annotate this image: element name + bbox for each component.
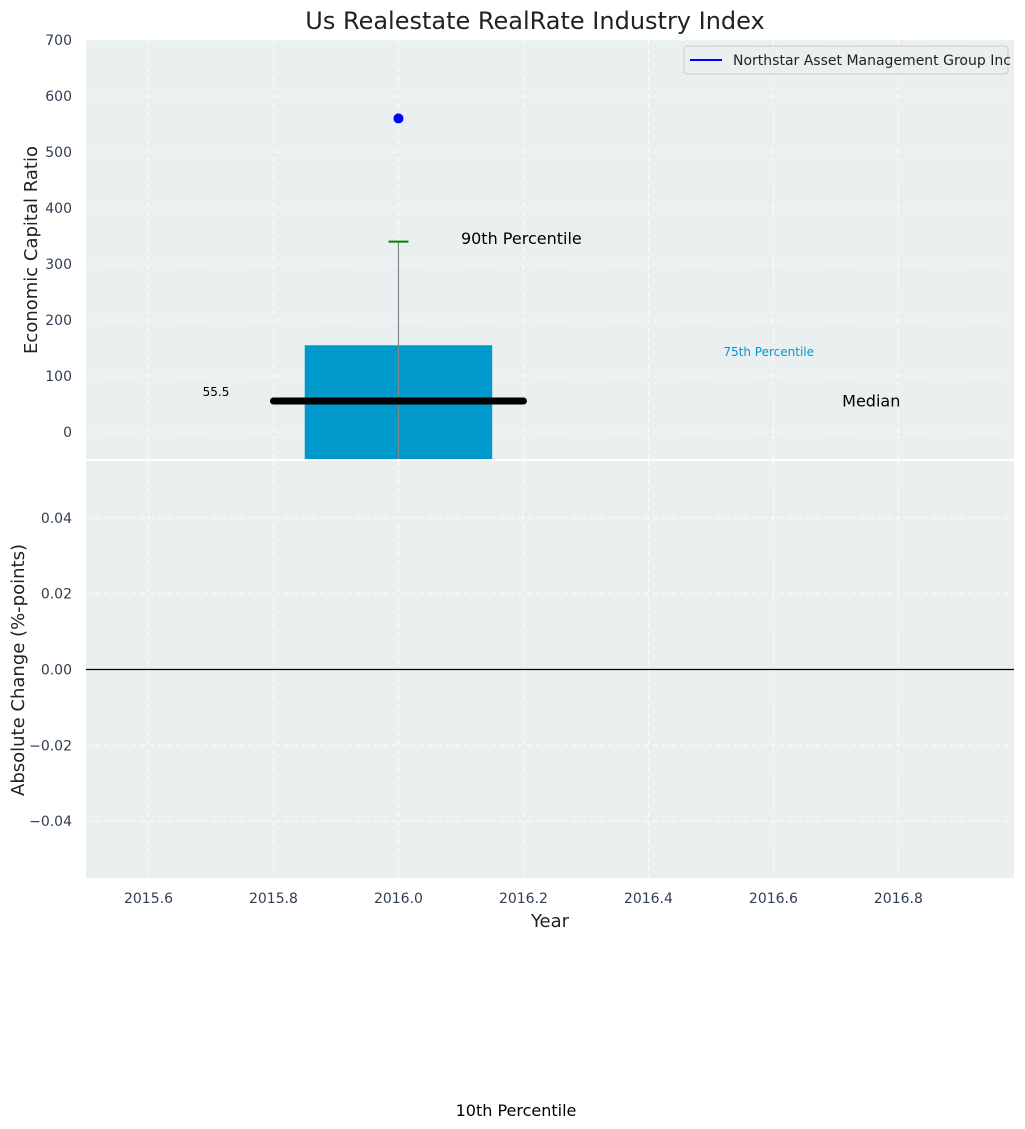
- bottom-y-tick-label: 0.02: [41, 587, 72, 603]
- annotation-label: 90th Percentile: [461, 229, 582, 248]
- x-tick-label: 2016.2: [499, 891, 548, 907]
- bottom-y-tick-label: 0.04: [41, 511, 72, 527]
- bottom-y-tick-label: −0.02: [29, 738, 72, 754]
- x-axis-ticks: 2015.6 2015.8 2016.0 2016.2 2016.4 2016.6 2016…: [124, 891, 923, 907]
- bottom-y-axis-label: Absolute Change (%-points): [8, 544, 29, 796]
- top-y-tick-label: 200: [45, 313, 72, 329]
- top-y-tick-label: 0: [63, 425, 72, 441]
- legend-box: [683, 45, 1009, 75]
- legend-entry-label: Northstar Asset Management Group Inc: [733, 53, 1011, 69]
- top-panel-grid: [86, 39, 1014, 459]
- company-point: [393, 113, 404, 124]
- x-tick-label: 2015.8: [249, 891, 298, 907]
- top-y-tick-label: 600: [45, 89, 72, 105]
- top-y-tick-label: 400: [45, 201, 72, 217]
- top-panel-y-ticks: 700 600 500 400 300 200 100 0: [45, 33, 72, 441]
- bottom-y-tick-label: −0.04: [29, 814, 72, 830]
- x-tick-label: 2016.6: [749, 891, 798, 907]
- footer-annotation: 10th Percentile: [456, 1101, 577, 1120]
- top-y-tick-label: 100: [45, 369, 72, 385]
- x-tick-label: 2015.6: [124, 891, 173, 907]
- top-y-axis-label: Economic Capital Ratio: [21, 146, 42, 354]
- bottom-y-tick-label: 0.00: [41, 663, 72, 679]
- top-y-tick-label: 700: [45, 33, 72, 49]
- x-tick-label: 2016.4: [624, 891, 673, 907]
- top-panel-marks: 55.5 90th Percentile 75th Percentile Median: [203, 113, 900, 459]
- legend: Northstar Asset Management Group Inc: [683, 45, 1011, 75]
- annotation-label: Median: [842, 391, 900, 410]
- x-tick-label: 2016.0: [374, 891, 423, 907]
- x-tick-label: 2016.8: [874, 891, 923, 907]
- bottom-panel-y-ticks: 0.04 0.02 0.00 −0.02 −0.04: [29, 511, 72, 830]
- top-panel-background: [86, 40, 1014, 459]
- x-axis-label: Year: [530, 911, 570, 932]
- annotation-label: 75th Percentile: [723, 345, 814, 359]
- top-y-tick-label: 500: [45, 145, 72, 161]
- median-value-label: 55.5: [203, 385, 230, 399]
- top-y-tick-label: 300: [45, 257, 72, 273]
- chart-title: Us Realestate RealRate Industry Index: [305, 7, 764, 35]
